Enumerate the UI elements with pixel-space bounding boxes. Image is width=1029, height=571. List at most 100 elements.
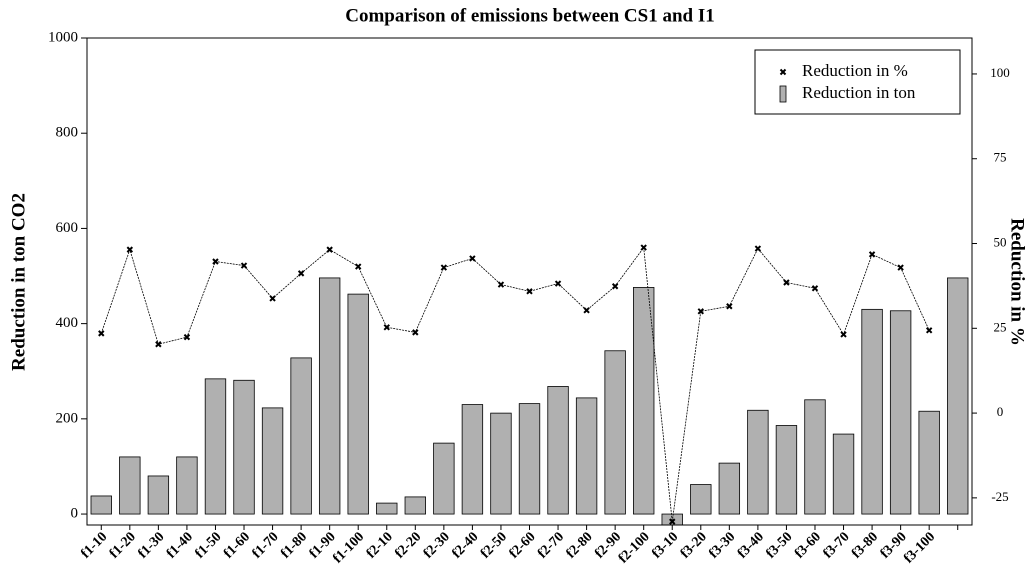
bar — [433, 442, 455, 515]
marker — [897, 264, 904, 271]
bar — [204, 378, 227, 515]
x-tick-label: f1-80 — [278, 529, 310, 561]
bar — [804, 399, 826, 515]
bar — [633, 287, 655, 515]
bar — [889, 310, 912, 515]
marker — [326, 246, 333, 253]
marker — [240, 262, 248, 269]
x-tick-label: f1-100 — [330, 529, 367, 566]
marker — [669, 518, 676, 525]
marker — [155, 341, 162, 348]
x-tick-label: f3-80 — [849, 529, 881, 561]
x-tick-label: f1-40 — [164, 529, 196, 561]
legend-label: Reduction in ton — [802, 83, 916, 102]
marker — [868, 251, 876, 258]
bar — [119, 456, 141, 515]
bar — [775, 425, 798, 515]
marker — [469, 255, 476, 262]
x-tick-label: f2-30 — [421, 529, 453, 561]
bar — [490, 412, 512, 515]
bar — [918, 410, 940, 515]
marker — [811, 285, 819, 292]
bar — [147, 475, 170, 515]
x-tick-label: f1-20 — [107, 529, 139, 561]
bar — [376, 502, 398, 515]
chart-title: Comparison of emissions between CS1 and … — [345, 5, 714, 26]
marker — [183, 333, 191, 341]
legend-marker — [779, 85, 787, 103]
x-tick-label: f2-70 — [535, 529, 567, 561]
y2-tick-label: -25 — [991, 489, 1008, 504]
marker — [611, 283, 619, 290]
x-tick-label: f1-30 — [135, 529, 167, 561]
x-tick-label: f3-20 — [678, 529, 710, 561]
y-tick-label: 600 — [56, 220, 79, 236]
y2-axis-label: Reduction in % — [1007, 218, 1028, 346]
x-tick-label: f2-20 — [392, 529, 424, 561]
y-tick-label: 400 — [56, 315, 79, 331]
bar — [176, 456, 198, 515]
y2-tick-label: 0 — [997, 404, 1004, 419]
marker — [269, 295, 276, 302]
bar — [518, 403, 541, 515]
bar — [832, 433, 855, 515]
marker — [126, 246, 134, 253]
bar — [90, 495, 112, 515]
bar — [404, 496, 426, 515]
marker — [726, 303, 733, 310]
legend-box — [754, 49, 961, 115]
bar — [575, 397, 598, 515]
bar — [547, 386, 569, 515]
legend-marker — [779, 68, 787, 76]
y-tick-label: 800 — [56, 125, 79, 141]
marker — [297, 270, 305, 277]
bar — [718, 462, 741, 515]
marker — [697, 308, 704, 315]
marker — [783, 279, 790, 286]
bar — [861, 308, 883, 515]
x-tick-label: f2-50 — [478, 529, 510, 561]
y-tick-label: 1000 — [48, 29, 78, 45]
x-tick-label: f3-60 — [792, 529, 824, 561]
x-tick-label: f1-10 — [78, 529, 110, 561]
x-tick-label: f2-100 — [616, 529, 653, 566]
marker — [526, 288, 533, 295]
bar — [690, 484, 712, 515]
x-tick-label: f3-30 — [706, 529, 738, 561]
bar — [347, 293, 369, 515]
marker — [497, 281, 505, 288]
x-tick-label: f2-60 — [507, 529, 539, 561]
x-tick-label: f3-100 — [901, 529, 938, 566]
bar — [947, 277, 969, 515]
y-axis-label: Reduction in ton CO2 — [8, 193, 29, 371]
marker — [98, 330, 105, 337]
x-tick-label: f3-10 — [649, 529, 681, 561]
marker — [212, 258, 219, 265]
marker — [412, 329, 419, 336]
bar — [261, 407, 284, 515]
marker — [440, 264, 448, 271]
marker — [355, 263, 362, 270]
marker — [754, 245, 762, 252]
y-tick-label: 200 — [56, 410, 79, 426]
x-tick-label: f2-80 — [564, 529, 596, 561]
marker — [554, 280, 562, 287]
x-tick-label: f3-70 — [821, 529, 853, 561]
bar — [461, 404, 484, 515]
line — [100, 246, 930, 522]
marker — [925, 327, 933, 334]
marker — [383, 324, 390, 331]
bar — [290, 357, 312, 515]
y-tick-label: 0 — [71, 505, 79, 521]
y2-tick-label: 75 — [994, 150, 1007, 165]
marker — [840, 331, 847, 338]
y2-tick-label: 100 — [990, 65, 1010, 80]
x-tick-label: f2-40 — [449, 529, 481, 561]
y2-tick-label: 25 — [994, 319, 1007, 334]
plot-area — [90, 277, 969, 525]
x-tick-label: f3-40 — [735, 529, 767, 561]
x-tick-label: f2-10 — [364, 529, 396, 561]
x-tick-label: f1-70 — [250, 529, 282, 561]
y2-tick-label: 50 — [994, 235, 1007, 250]
